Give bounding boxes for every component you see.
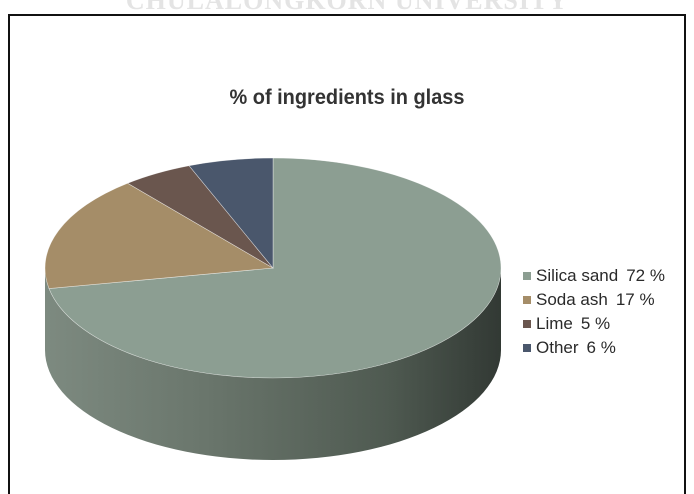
watermark: CHULALONGKORN UNIVERSITY xyxy=(125,0,569,15)
legend-value: 17 % xyxy=(615,290,655,309)
legend-swatch-lime xyxy=(523,320,531,328)
legend-value: 5 % xyxy=(580,314,611,333)
pie-side xyxy=(45,268,501,460)
pie-slice-soda-ash xyxy=(44,182,274,289)
legend-item-lime: Lime 5 % xyxy=(523,312,665,336)
legend-item-other: Other 6 % xyxy=(523,336,665,360)
legend-swatch-soda-ash xyxy=(523,296,531,304)
legend-label: Lime xyxy=(536,314,573,333)
legend-swatch-silica-sand xyxy=(523,272,531,280)
legend-value: 72 % xyxy=(626,266,665,285)
legend-label: Soda ash xyxy=(536,290,608,309)
pie-slice-silica-sand xyxy=(48,157,502,379)
legend: Silica sand 72 % Soda ash 17 % Lime 5 % … xyxy=(523,264,665,360)
legend-swatch-other xyxy=(523,344,531,352)
legend-item-soda-ash: Soda ash 17 % xyxy=(523,288,665,312)
pie-slice-other xyxy=(188,157,274,269)
legend-label: Silica sand xyxy=(536,266,619,285)
legend-item-silica-sand: Silica sand 72 % xyxy=(523,264,665,288)
chart-frame xyxy=(8,14,686,494)
legend-value: 6 % xyxy=(586,338,616,357)
legend-label: Other xyxy=(536,338,579,357)
chart-title: % of ingredients in glass xyxy=(229,86,465,109)
